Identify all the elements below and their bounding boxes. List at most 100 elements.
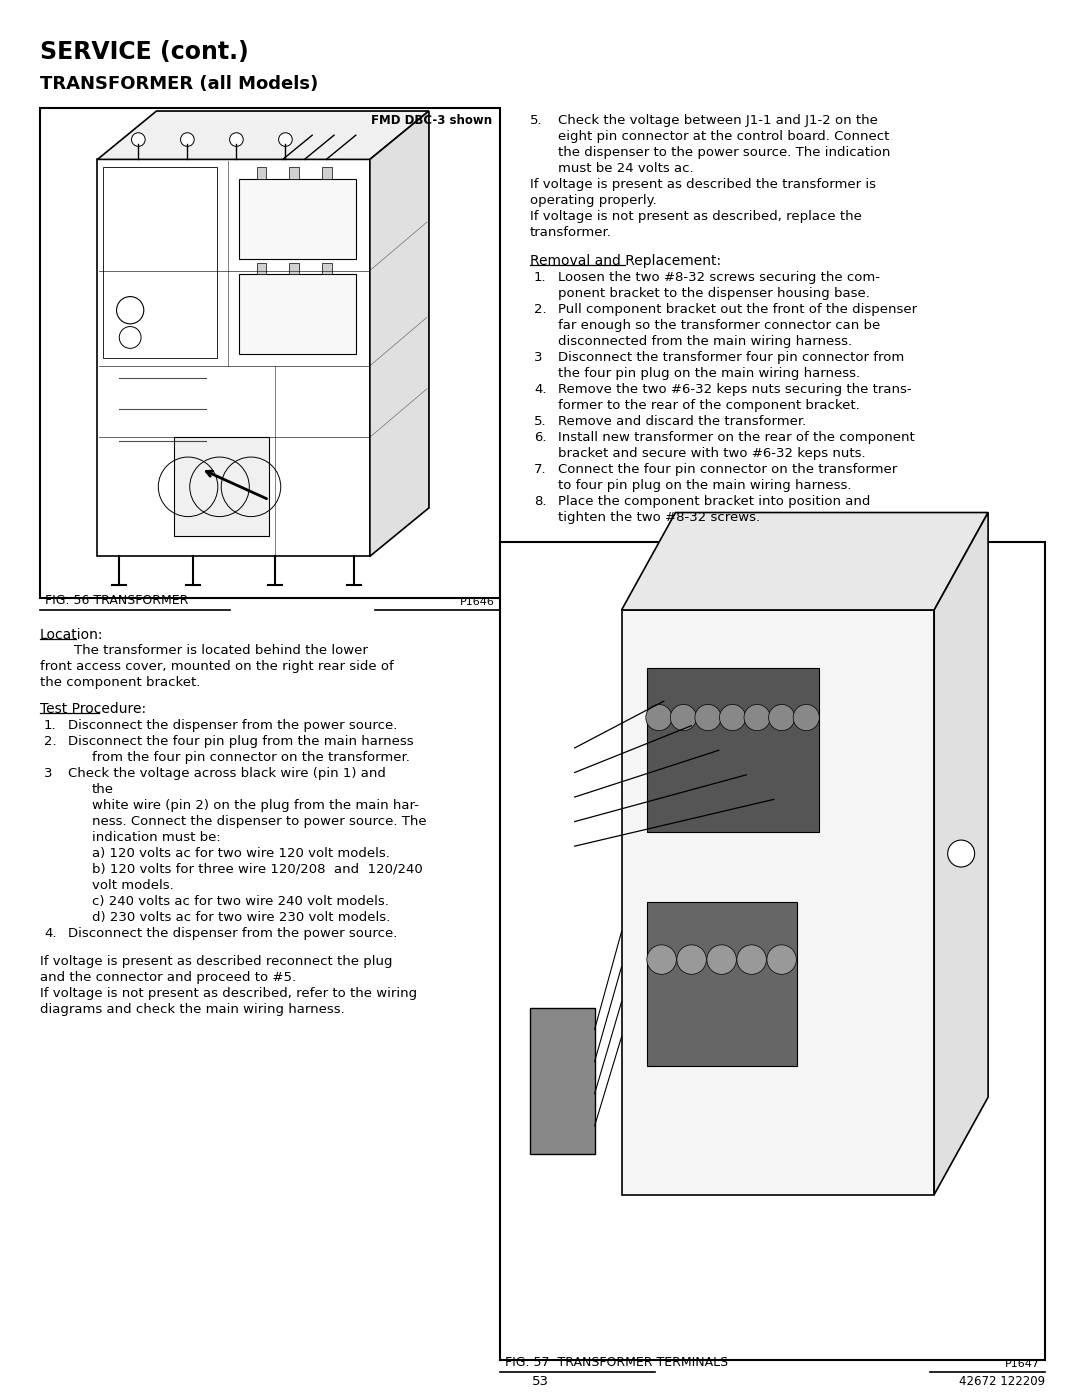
Text: eight pin connector at the control board. Connect: eight pin connector at the control board… (558, 130, 889, 142)
Text: Test Procedure:: Test Procedure: (40, 703, 146, 717)
Text: SERVICE (cont.): SERVICE (cont.) (40, 41, 248, 64)
Text: Disconnect the dispenser from the power source.: Disconnect the dispenser from the power … (68, 719, 397, 732)
Text: 1.: 1. (44, 719, 56, 732)
Circle shape (793, 704, 820, 731)
Text: tighten the two #8-32 screws.: tighten the two #8-32 screws. (558, 511, 760, 524)
Text: 4.: 4. (44, 928, 56, 940)
Text: FIG. 57  TRANSFORMER TERMINALS: FIG. 57 TRANSFORMER TERMINALS (505, 1356, 728, 1369)
Circle shape (719, 704, 745, 731)
Text: Disconnect the transformer four pin connector from: Disconnect the transformer four pin conn… (558, 351, 904, 365)
Bar (289, 168, 299, 179)
Polygon shape (97, 110, 429, 159)
Text: The transformer is located behind the lower: The transformer is located behind the lo… (40, 644, 368, 657)
Bar (322, 263, 332, 274)
Circle shape (230, 133, 243, 147)
Circle shape (744, 704, 770, 731)
Polygon shape (622, 513, 988, 610)
Text: to four pin plug on the main wiring harness.: to four pin plug on the main wiring harn… (558, 479, 851, 492)
Text: operating properly.: operating properly. (530, 194, 657, 207)
Text: ponent bracket to the dispenser housing base.: ponent bracket to the dispenser housing … (558, 286, 869, 300)
Text: from the four pin connector on the transformer.: from the four pin connector on the trans… (92, 752, 410, 764)
Circle shape (671, 704, 697, 731)
Circle shape (677, 944, 706, 974)
Text: Disconnect the four pin plug from the main harness: Disconnect the four pin plug from the ma… (68, 735, 414, 747)
Text: Disconnect the dispenser from the power source.: Disconnect the dispenser from the power … (68, 928, 397, 940)
Text: the four pin plug on the main wiring harness.: the four pin plug on the main wiring har… (558, 367, 860, 380)
Circle shape (737, 944, 767, 974)
Bar (257, 168, 266, 179)
Text: the: the (92, 782, 114, 796)
Text: FIG. 56 TRANSFORMER: FIG. 56 TRANSFORMER (45, 594, 188, 608)
Text: the component bracket.: the component bracket. (40, 676, 201, 689)
Bar (40, 108, 500, 598)
Text: front access cover, mounted on the right rear side of: front access cover, mounted on the right… (40, 659, 394, 673)
Text: former to the rear of the component bracket.: former to the rear of the component brac… (558, 400, 860, 412)
Text: 2.: 2. (44, 735, 56, 747)
Circle shape (767, 944, 796, 974)
Text: and the connector and proceed to #5.: and the connector and proceed to #5. (40, 971, 296, 983)
Text: diagrams and check the main wiring harness.: diagrams and check the main wiring harne… (40, 1003, 345, 1016)
Circle shape (180, 133, 194, 147)
Text: Remove the two #6-32 keps nuts securing the trans-: Remove the two #6-32 keps nuts securing … (558, 383, 912, 395)
Text: Connect the four pin connector on the transformer: Connect the four pin connector on the tr… (558, 462, 897, 476)
Text: white wire (pin 2) on the plug from the main har-: white wire (pin 2) on the plug from the … (92, 799, 419, 812)
Circle shape (647, 944, 676, 974)
Text: Install new transformer on the rear of the component: Install new transformer on the rear of t… (558, 432, 915, 444)
Text: indication must be:: indication must be: (92, 831, 220, 844)
Text: far enough so the transformer connector can be: far enough so the transformer connector … (558, 319, 880, 332)
Text: 3: 3 (534, 351, 542, 365)
Bar (647, 902, 797, 1066)
Text: d) 230 volts ac for two wire 230 volt models.: d) 230 volts ac for two wire 230 volt mo… (92, 911, 390, 923)
Text: If voltage is not present as described, refer to the wiring: If voltage is not present as described, … (40, 988, 417, 1000)
Text: 5.: 5. (530, 115, 542, 127)
Bar (322, 168, 332, 179)
Circle shape (132, 133, 145, 147)
Text: Removal and Replacement:: Removal and Replacement: (530, 254, 721, 268)
Text: transformer.: transformer. (530, 226, 612, 239)
Text: ness. Connect the dispenser to power source. The: ness. Connect the dispenser to power sou… (92, 814, 427, 828)
Bar (97, 159, 369, 556)
Bar (257, 263, 266, 274)
Text: volt models.: volt models. (92, 879, 174, 893)
Bar (103, 168, 217, 358)
Bar (289, 263, 299, 274)
Text: 42672 122209: 42672 122209 (959, 1375, 1045, 1389)
Text: 3: 3 (44, 767, 53, 780)
Text: 1.: 1. (534, 271, 546, 284)
Text: If voltage is present as described reconnect the plug: If voltage is present as described recon… (40, 956, 392, 968)
Text: TRANSFORMER (all Models): TRANSFORMER (all Models) (40, 75, 319, 94)
Text: the dispenser to the power source. The indication: the dispenser to the power source. The i… (558, 147, 890, 159)
Circle shape (707, 944, 737, 974)
Polygon shape (934, 513, 988, 1194)
Text: 5.: 5. (534, 415, 546, 427)
Text: 6.: 6. (534, 432, 546, 444)
Text: a) 120 volts ac for two wire 120 volt models.: a) 120 volts ac for two wire 120 volt mo… (92, 847, 390, 861)
Bar (500, 542, 1045, 1361)
Circle shape (947, 840, 974, 868)
Text: Check the voltage across black wire (pin 1) and: Check the voltage across black wire (pin… (68, 767, 386, 780)
Text: If voltage is not present as described, replace the: If voltage is not present as described, … (530, 210, 862, 224)
Text: bracket and secure with two #6-32 keps nuts.: bracket and secure with two #6-32 keps n… (558, 447, 866, 460)
Circle shape (769, 704, 795, 731)
Text: Remove and discard the transformer.: Remove and discard the transformer. (558, 415, 807, 427)
Bar (239, 274, 356, 353)
Text: FMD DBC-3 shown: FMD DBC-3 shown (370, 115, 492, 127)
Text: P1646: P1646 (460, 597, 495, 608)
Circle shape (646, 704, 672, 731)
Text: Pull component bracket out the front of the dispenser: Pull component bracket out the front of … (558, 303, 917, 316)
Text: disconnected from the main wiring harness.: disconnected from the main wiring harnes… (558, 335, 852, 348)
Bar (174, 437, 269, 536)
Polygon shape (369, 110, 429, 556)
Circle shape (694, 704, 721, 731)
Text: c) 240 volts ac for two wire 240 volt models.: c) 240 volts ac for two wire 240 volt mo… (92, 895, 389, 908)
Bar (239, 179, 356, 258)
Text: 7.: 7. (534, 462, 546, 476)
Text: 8.: 8. (534, 495, 546, 509)
Text: 2.: 2. (534, 303, 546, 316)
Circle shape (279, 133, 293, 147)
Text: b) 120 volts for three wire 120/208  and  120/240: b) 120 volts for three wire 120/208 and … (92, 863, 422, 876)
Text: Loosen the two #8-32 screws securing the com-: Loosen the two #8-32 screws securing the… (558, 271, 880, 284)
Bar (647, 668, 819, 833)
Text: Location:: Location: (40, 629, 104, 643)
Text: must be 24 volts ac.: must be 24 volts ac. (558, 162, 693, 175)
